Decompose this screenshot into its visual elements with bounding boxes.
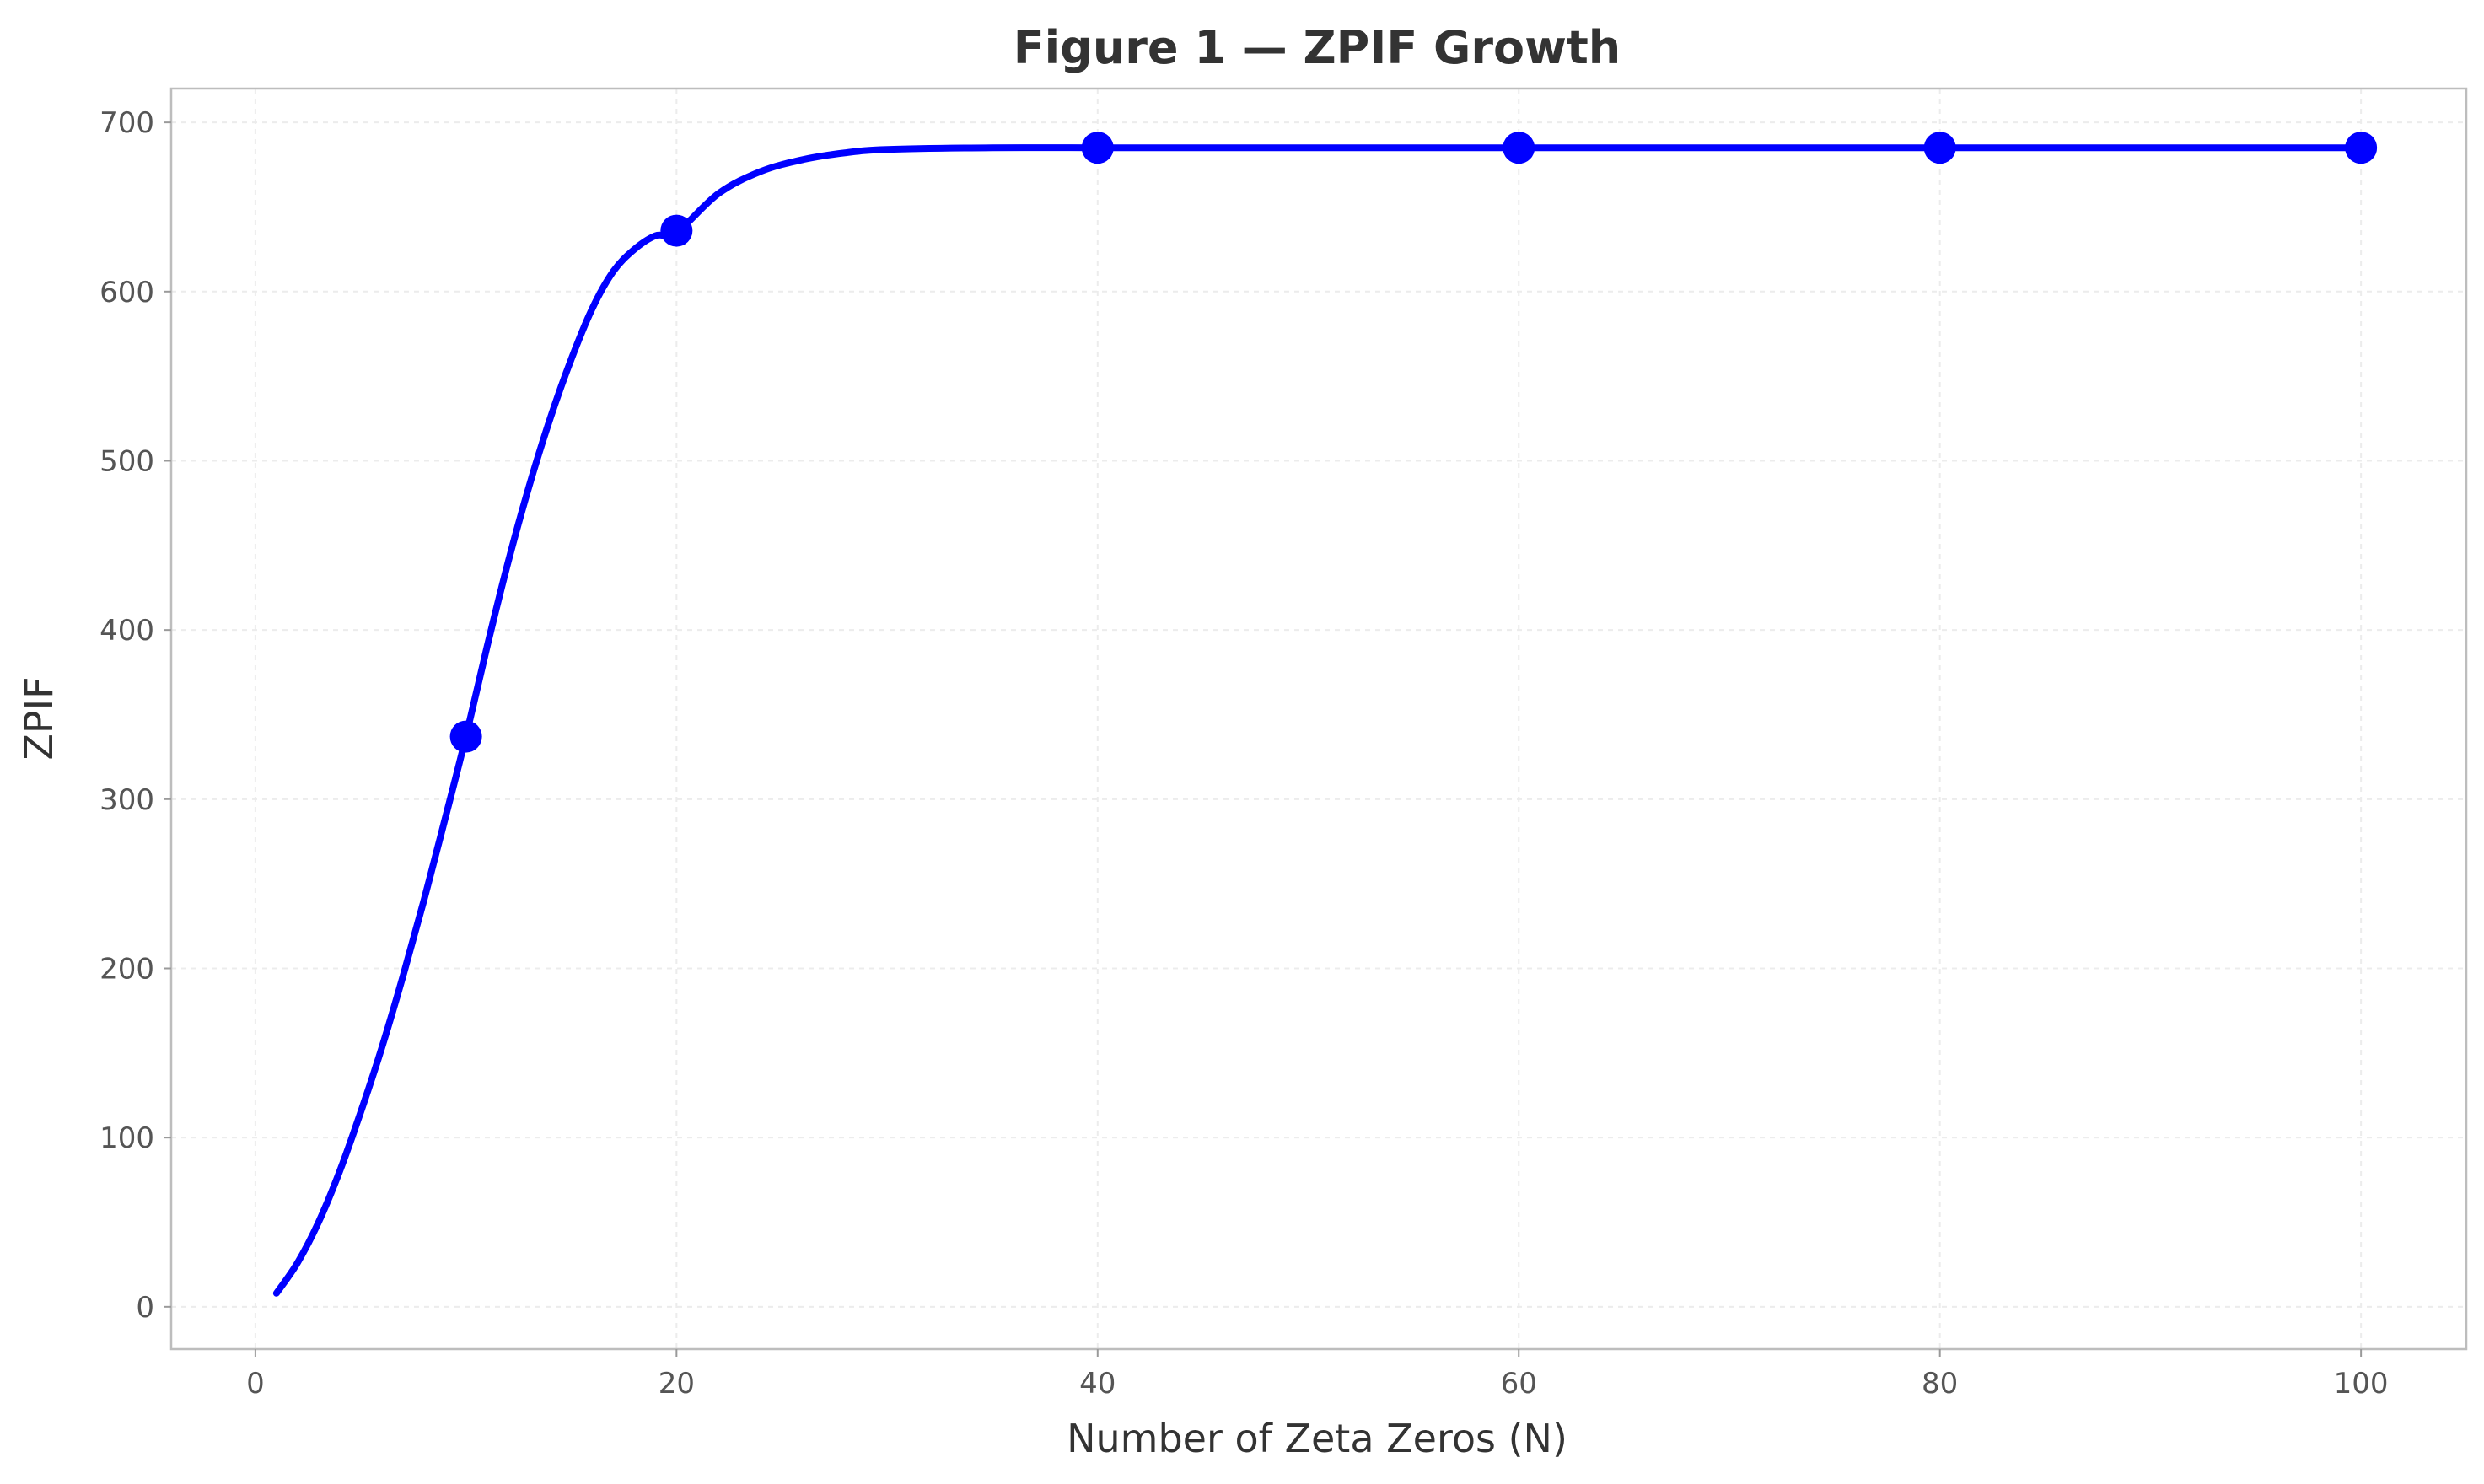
- markers-layer: [449, 132, 2378, 753]
- x-tick-label: 80: [1922, 1367, 1958, 1401]
- series-layer: [272, 144, 2365, 1297]
- data-point: [1923, 132, 1956, 164]
- x-tick-label: 100: [2334, 1367, 2389, 1401]
- x-tick-label: 0: [246, 1367, 265, 1401]
- plot-frame: [169, 87, 2468, 1351]
- y-tick-label: 300: [99, 783, 154, 817]
- data-point: [1503, 132, 1535, 164]
- x-tick-label: 40: [1079, 1367, 1116, 1401]
- y-tick-label: 700: [99, 106, 154, 140]
- data-point: [449, 720, 482, 753]
- y-tick-label: 200: [99, 952, 154, 986]
- chart-title: Figure 1 — ZPIF Growth: [1013, 21, 1621, 74]
- y-axis-label: ZPIF: [16, 676, 62, 760]
- axis-ticks: 0 20 40 60 80 100 0 100 200 300 400 500 600 700: [99, 106, 2388, 1401]
- gridlines: [171, 89, 2466, 1349]
- y-tick-label: 600: [99, 276, 154, 309]
- data-point: [2345, 132, 2378, 164]
- y-tick-label: 0: [136, 1291, 154, 1325]
- x-axis-label: Number of Zeta Zeros (N): [1067, 1416, 1567, 1461]
- data-point: [660, 214, 693, 247]
- x-tick-label: 60: [1501, 1367, 1537, 1401]
- y-tick-label: 400: [99, 614, 154, 648]
- data-point: [1081, 132, 1114, 164]
- y-tick-label: 100: [99, 1121, 154, 1155]
- series-line: [272, 144, 2365, 1297]
- y-tick-label: 500: [99, 444, 154, 478]
- x-tick-label: 20: [659, 1367, 695, 1401]
